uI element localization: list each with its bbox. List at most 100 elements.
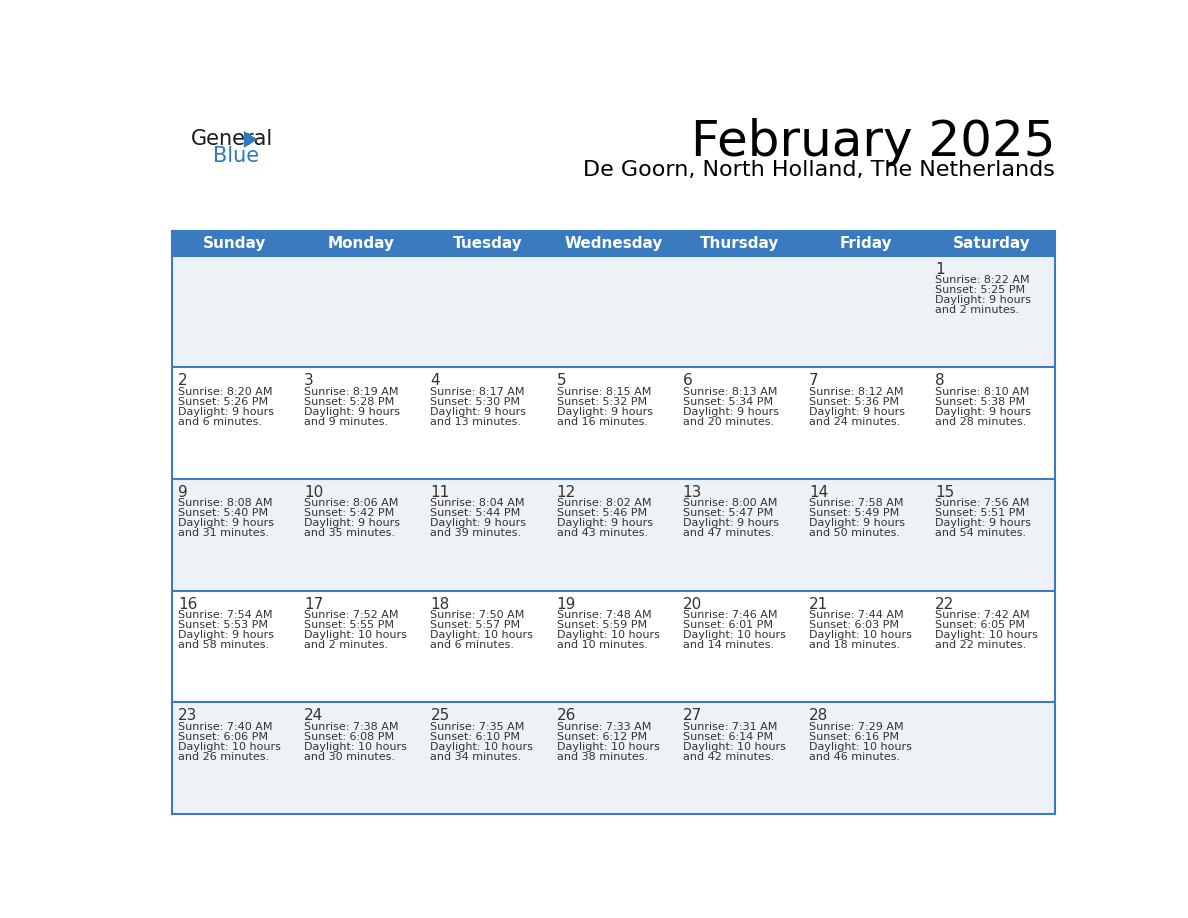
Text: Sunset: 6:16 PM: Sunset: 6:16 PM: [809, 732, 899, 742]
Text: 9: 9: [178, 485, 188, 500]
Text: Sunrise: 8:08 AM: Sunrise: 8:08 AM: [178, 498, 272, 509]
Text: Sunrise: 8:13 AM: Sunrise: 8:13 AM: [683, 386, 777, 397]
Bar: [424, 590, 550, 702]
Text: Sunset: 5:46 PM: Sunset: 5:46 PM: [557, 509, 646, 519]
Text: Sunrise: 8:06 AM: Sunrise: 8:06 AM: [304, 498, 398, 509]
Text: and 26 minutes.: and 26 minutes.: [178, 752, 268, 762]
Text: and 47 minutes.: and 47 minutes.: [683, 528, 775, 538]
Text: and 46 minutes.: and 46 minutes.: [809, 752, 901, 762]
Bar: [677, 479, 803, 590]
Bar: [929, 256, 1055, 367]
Text: 4: 4: [430, 374, 440, 388]
Text: Daylight: 9 hours: Daylight: 9 hours: [683, 407, 779, 417]
Bar: [929, 590, 1055, 702]
Text: Sunset: 5:32 PM: Sunset: 5:32 PM: [557, 397, 646, 407]
Text: and 2 minutes.: and 2 minutes.: [935, 305, 1019, 315]
Bar: [298, 702, 424, 814]
Text: Sunset: 5:28 PM: Sunset: 5:28 PM: [304, 397, 394, 407]
Text: Sunset: 6:14 PM: Sunset: 6:14 PM: [683, 732, 773, 742]
Text: Sunset: 5:53 PM: Sunset: 5:53 PM: [178, 620, 268, 630]
Text: Friday: Friday: [840, 236, 892, 251]
Bar: [172, 231, 298, 256]
Text: and 14 minutes.: and 14 minutes.: [683, 640, 773, 650]
Text: Sunset: 6:05 PM: Sunset: 6:05 PM: [935, 620, 1025, 630]
Text: and 30 minutes.: and 30 minutes.: [304, 752, 396, 762]
Text: Sunrise: 7:52 AM: Sunrise: 7:52 AM: [304, 610, 399, 620]
Text: Sunrise: 7:58 AM: Sunrise: 7:58 AM: [809, 498, 904, 509]
Bar: [424, 479, 550, 590]
Text: De Goorn, North Holland, The Netherlands: De Goorn, North Holland, The Netherlands: [583, 161, 1055, 180]
Text: Daylight: 9 hours: Daylight: 9 hours: [557, 519, 652, 528]
Text: 15: 15: [935, 485, 954, 500]
Bar: [803, 231, 929, 256]
Text: Sunrise: 7:50 AM: Sunrise: 7:50 AM: [430, 610, 525, 620]
Text: Daylight: 9 hours: Daylight: 9 hours: [557, 407, 652, 417]
Text: and 6 minutes.: and 6 minutes.: [430, 640, 514, 650]
Text: and 18 minutes.: and 18 minutes.: [809, 640, 901, 650]
Text: and 28 minutes.: and 28 minutes.: [935, 417, 1026, 427]
Text: Daylight: 9 hours: Daylight: 9 hours: [304, 519, 400, 528]
Bar: [803, 590, 929, 702]
Text: Sunrise: 8:12 AM: Sunrise: 8:12 AM: [809, 386, 904, 397]
Text: and 9 minutes.: and 9 minutes.: [304, 417, 388, 427]
Text: 6: 6: [683, 374, 693, 388]
Text: Sunrise: 7:33 AM: Sunrise: 7:33 AM: [557, 722, 651, 732]
Text: and 42 minutes.: and 42 minutes.: [683, 752, 775, 762]
Text: and 58 minutes.: and 58 minutes.: [178, 640, 268, 650]
Text: 11: 11: [430, 485, 449, 500]
Text: 17: 17: [304, 597, 323, 611]
Text: Sunset: 6:12 PM: Sunset: 6:12 PM: [557, 732, 646, 742]
Text: Sunrise: 8:10 AM: Sunrise: 8:10 AM: [935, 386, 1030, 397]
Text: 18: 18: [430, 597, 449, 611]
Bar: [298, 590, 424, 702]
Text: and 34 minutes.: and 34 minutes.: [430, 752, 522, 762]
Text: Daylight: 10 hours: Daylight: 10 hours: [430, 742, 533, 752]
Text: Sunrise: 8:04 AM: Sunrise: 8:04 AM: [430, 498, 525, 509]
Bar: [929, 367, 1055, 479]
Bar: [677, 590, 803, 702]
Text: Sunrise: 7:35 AM: Sunrise: 7:35 AM: [430, 722, 525, 732]
Text: Sunrise: 7:29 AM: Sunrise: 7:29 AM: [809, 722, 904, 732]
Text: Sunrise: 8:19 AM: Sunrise: 8:19 AM: [304, 386, 399, 397]
Text: and 6 minutes.: and 6 minutes.: [178, 417, 261, 427]
Text: and 24 minutes.: and 24 minutes.: [809, 417, 901, 427]
Bar: [172, 590, 298, 702]
Text: Sunset: 5:51 PM: Sunset: 5:51 PM: [935, 509, 1025, 519]
Text: Daylight: 10 hours: Daylight: 10 hours: [683, 742, 785, 752]
Bar: [677, 367, 803, 479]
Bar: [172, 702, 298, 814]
Bar: [298, 231, 424, 256]
Text: Sunrise: 8:20 AM: Sunrise: 8:20 AM: [178, 386, 272, 397]
Text: Sunrise: 7:38 AM: Sunrise: 7:38 AM: [304, 722, 399, 732]
Bar: [677, 231, 803, 256]
Bar: [803, 702, 929, 814]
Bar: [677, 702, 803, 814]
Text: Sunset: 6:01 PM: Sunset: 6:01 PM: [683, 620, 773, 630]
Bar: [424, 256, 550, 367]
Text: Daylight: 9 hours: Daylight: 9 hours: [935, 407, 1031, 417]
Text: Sunrise: 7:40 AM: Sunrise: 7:40 AM: [178, 722, 272, 732]
Text: Daylight: 9 hours: Daylight: 9 hours: [178, 519, 274, 528]
Text: Sunset: 5:26 PM: Sunset: 5:26 PM: [178, 397, 268, 407]
Bar: [929, 231, 1055, 256]
Bar: [550, 231, 677, 256]
Text: Sunrise: 7:42 AM: Sunrise: 7:42 AM: [935, 610, 1030, 620]
Text: 22: 22: [935, 597, 954, 611]
Text: Sunset: 5:49 PM: Sunset: 5:49 PM: [809, 509, 899, 519]
Bar: [929, 479, 1055, 590]
Text: Daylight: 9 hours: Daylight: 9 hours: [178, 630, 274, 640]
Text: and 13 minutes.: and 13 minutes.: [430, 417, 522, 427]
Bar: [929, 702, 1055, 814]
Text: Daylight: 10 hours: Daylight: 10 hours: [304, 630, 407, 640]
Text: Daylight: 9 hours: Daylight: 9 hours: [178, 407, 274, 417]
Bar: [803, 479, 929, 590]
Text: Sunset: 5:36 PM: Sunset: 5:36 PM: [809, 397, 899, 407]
Text: Daylight: 9 hours: Daylight: 9 hours: [430, 519, 526, 528]
Text: and 38 minutes.: and 38 minutes.: [557, 752, 647, 762]
Text: 27: 27: [683, 709, 702, 723]
Text: 20: 20: [683, 597, 702, 611]
Bar: [803, 367, 929, 479]
Text: 16: 16: [178, 597, 197, 611]
Text: 2: 2: [178, 374, 188, 388]
Text: Daylight: 10 hours: Daylight: 10 hours: [809, 630, 912, 640]
